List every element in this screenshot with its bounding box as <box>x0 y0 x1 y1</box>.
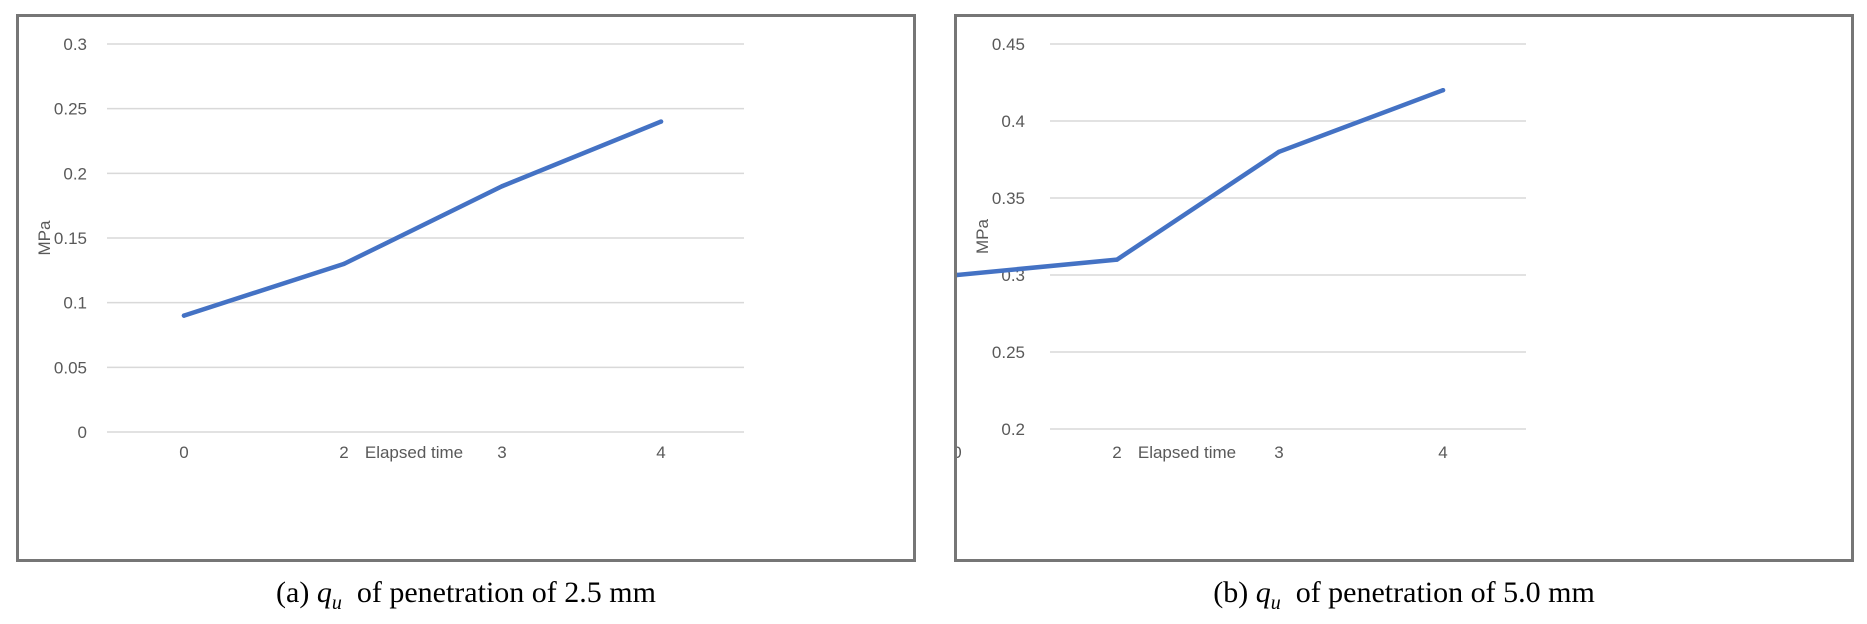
x-tick-label: 2 <box>339 443 348 462</box>
y-tick-label: 0.15 <box>54 229 87 248</box>
data-point <box>181 313 187 318</box>
y-tick-label: 0 <box>78 423 87 442</box>
y-tick-label: 0.2 <box>63 164 87 183</box>
y-tick-label: 0.25 <box>54 100 87 119</box>
chart-panel-a: 0 0.05 0.1 0.15 0.2 0.25 0.3 0 2 3 4 Elapsed time MP… <box>16 14 916 562</box>
caption-b-prefix: (b) <box>1213 576 1249 609</box>
caption-a-text: of penetration of 2.5 mm <box>356 576 656 609</box>
y-tick-label: 0.4 <box>1001 112 1025 131</box>
data-point <box>341 261 347 267</box>
x-axis-title: Elapsed time <box>1138 443 1236 462</box>
series-line <box>181 119 664 318</box>
y-tick-label: 0.35 <box>992 189 1025 208</box>
y-axis-title: MPa <box>973 218 992 254</box>
caption-b-text: of penetration of 5.0 mm <box>1295 576 1595 609</box>
caption-b-symbol: q <box>1255 576 1271 609</box>
y-tick-label: 0.25 <box>992 343 1025 362</box>
x-tick-label: 0 <box>179 443 188 462</box>
chart-a: 0 0.05 0.1 0.15 0.2 0.25 0.3 0 2 3 4 Elapsed time MP… <box>35 35 744 462</box>
caption-b: (b) qu of penetration of 5.0 mm <box>954 576 1854 615</box>
caption-a: (a) qu of penetration of 2.5 mm <box>16 576 916 615</box>
y-axis-title: MPa <box>35 220 54 256</box>
caption-a-prefix: (a) <box>276 576 310 609</box>
data-point <box>1440 88 1446 93</box>
y-tick-label: 0.1 <box>63 294 87 313</box>
data-point <box>499 184 505 189</box>
x-tick-label: 2 <box>1112 443 1121 462</box>
x-tick-label: 4 <box>656 443 665 462</box>
data-point <box>1276 149 1282 154</box>
x-tick-label: 3 <box>497 443 506 462</box>
data-point <box>1114 257 1120 262</box>
y-tick-label: 0.2 <box>1001 420 1025 439</box>
y-tick-label: 0.45 <box>992 35 1025 54</box>
caption-b-subscript: u <box>1270 592 1281 614</box>
series-line <box>957 87 1446 278</box>
caption-a-subscript: u <box>331 592 342 614</box>
caption-a-symbol: q <box>316 576 332 609</box>
y-tick-label: 0.05 <box>54 358 87 377</box>
x-tick-label: 0 <box>957 443 962 462</box>
x-tick-label: 3 <box>1274 443 1283 462</box>
data-point <box>658 119 664 124</box>
y-tick-label: 0.3 <box>63 35 87 54</box>
x-axis-title: Elapsed time <box>365 443 463 462</box>
x-tick-label: 4 <box>1438 443 1447 462</box>
data-point <box>957 272 960 278</box>
